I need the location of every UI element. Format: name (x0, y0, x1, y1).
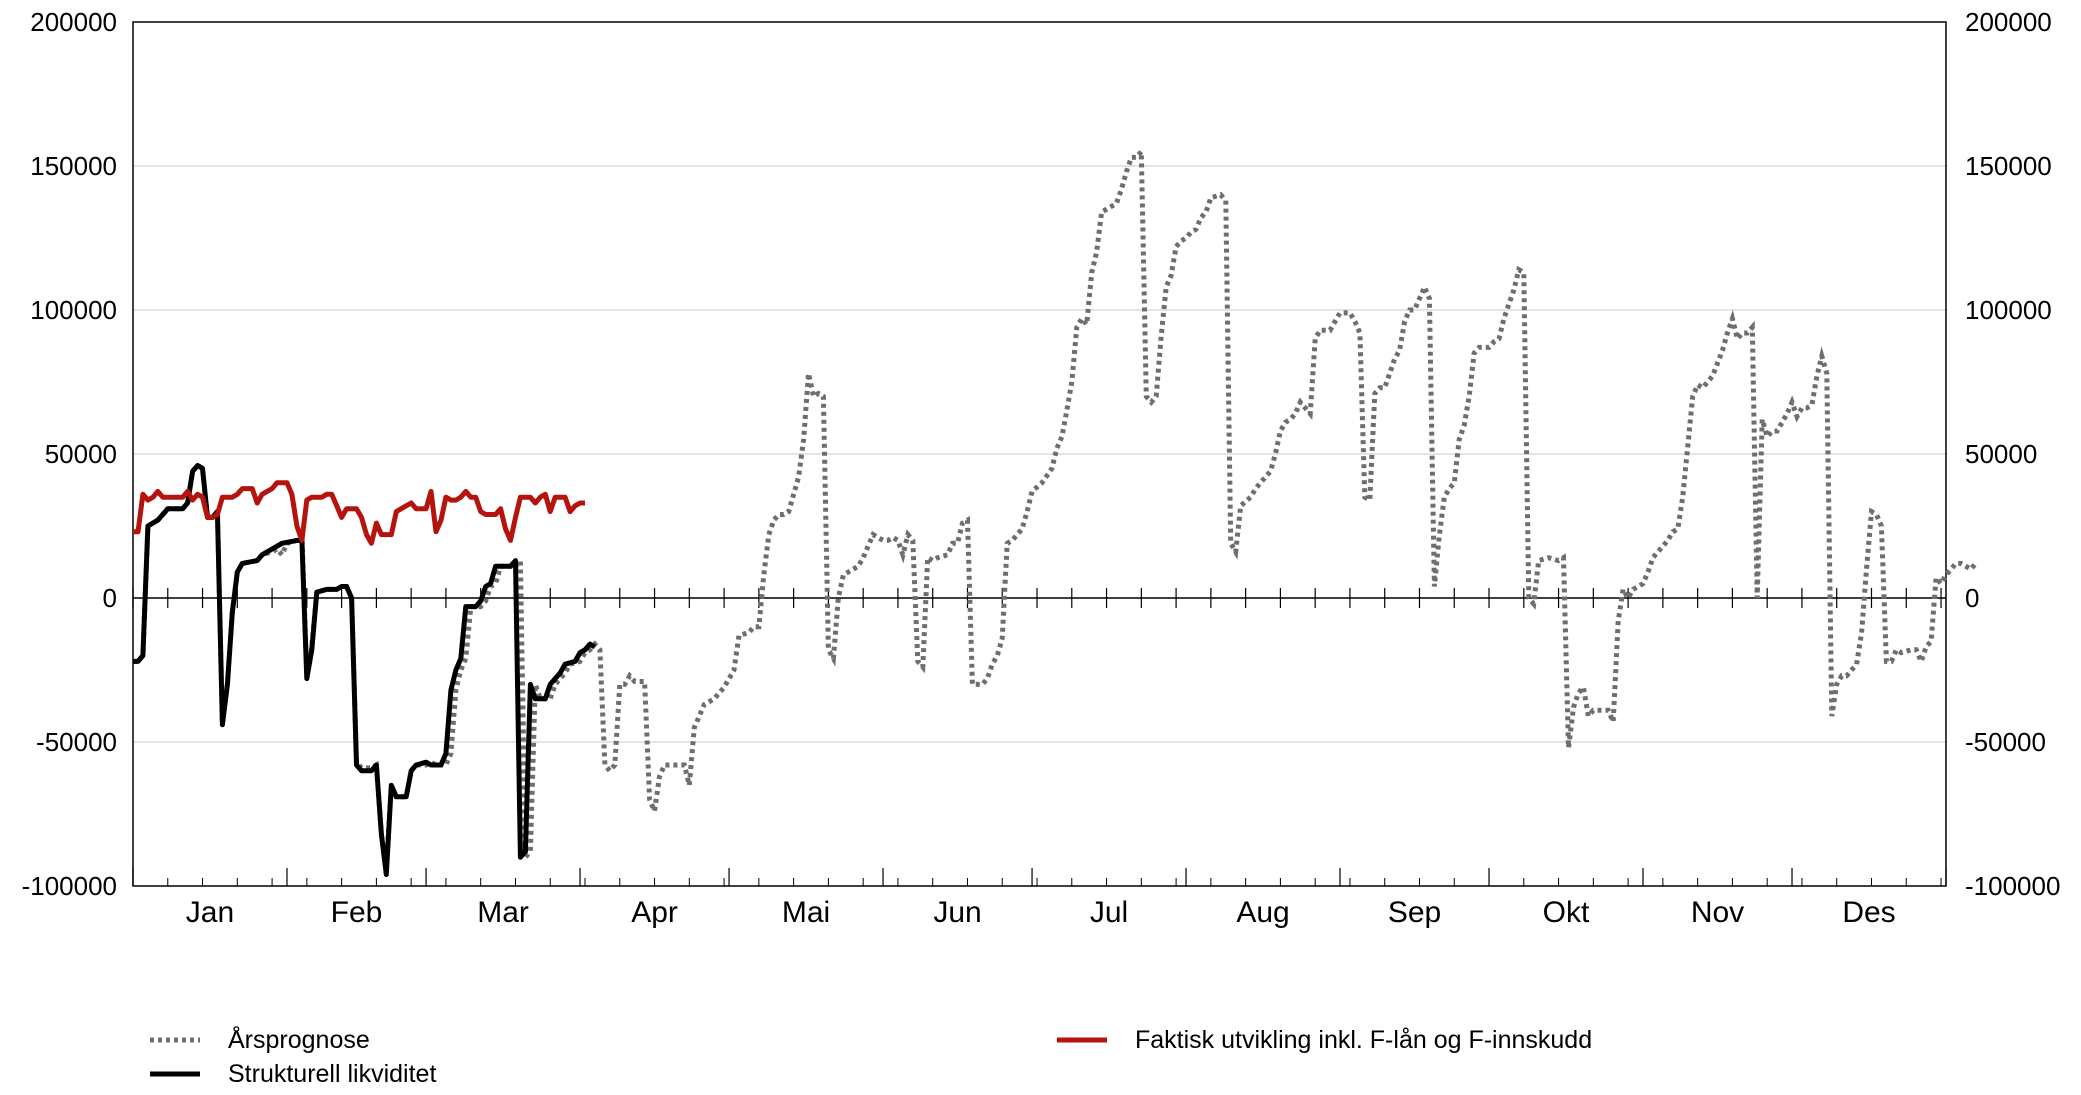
y-tick-label-left: 150000 (30, 151, 117, 181)
legend: Årsprognose Strukturell likviditet Faktisk… (150, 1024, 1592, 1088)
y-tick-label-right: 50000 (1965, 439, 2037, 469)
x-tick-label: Jul (1090, 896, 1128, 929)
x-tick-label: Sep (1388, 896, 1441, 929)
y-tick-label-left: -100000 (22, 871, 117, 901)
axes: 200000 200000 150000 150000 100000 100000 5000… (22, 7, 2061, 929)
y-tick-label-left: 200000 (30, 7, 117, 37)
series-lines (133, 144, 1978, 877)
x-tick-label: Nov (1691, 896, 1744, 929)
legend-label: Årsprognose (228, 1024, 370, 1054)
x-tick-label: Mai (782, 896, 830, 929)
x-tick-label: Des (1842, 896, 1895, 929)
y-tick-label-right: 200000 (1965, 7, 2052, 37)
y-tick-label-left: 100000 (30, 295, 117, 325)
series-line-faktisk-utvikling (133, 480, 585, 546)
y-tick-label-right: -100000 (1965, 871, 2060, 901)
x-tick-label: Aug (1236, 896, 1289, 929)
y-tick-label-right: 150000 (1965, 151, 2052, 181)
y-tick-label-right: 0 (1965, 583, 1979, 613)
plot-frame (132, 21, 1947, 887)
x-tick-label: Feb (331, 896, 383, 929)
x-tick-label: Mar (477, 896, 529, 929)
x-tick-label: Jan (186, 896, 234, 929)
y-tick-label-left: -50000 (36, 727, 117, 757)
grid-lines (133, 165, 1946, 743)
legend-label: Faktisk utvikling inkl. F-lån og F-innsk… (1135, 1026, 1592, 1054)
y-tick-label-left: 0 (103, 583, 117, 613)
x-tick-label: Okt (1543, 896, 1590, 929)
x-tick-label: Apr (631, 896, 678, 929)
legend-label: Strukturell likviditet (228, 1060, 436, 1088)
y-tick-label-right: 100000 (1965, 295, 2052, 325)
y-tick-label-left: 50000 (45, 439, 117, 469)
y-tick-label-right: -50000 (1965, 727, 2046, 757)
x-tick-label: Jun (933, 896, 981, 929)
